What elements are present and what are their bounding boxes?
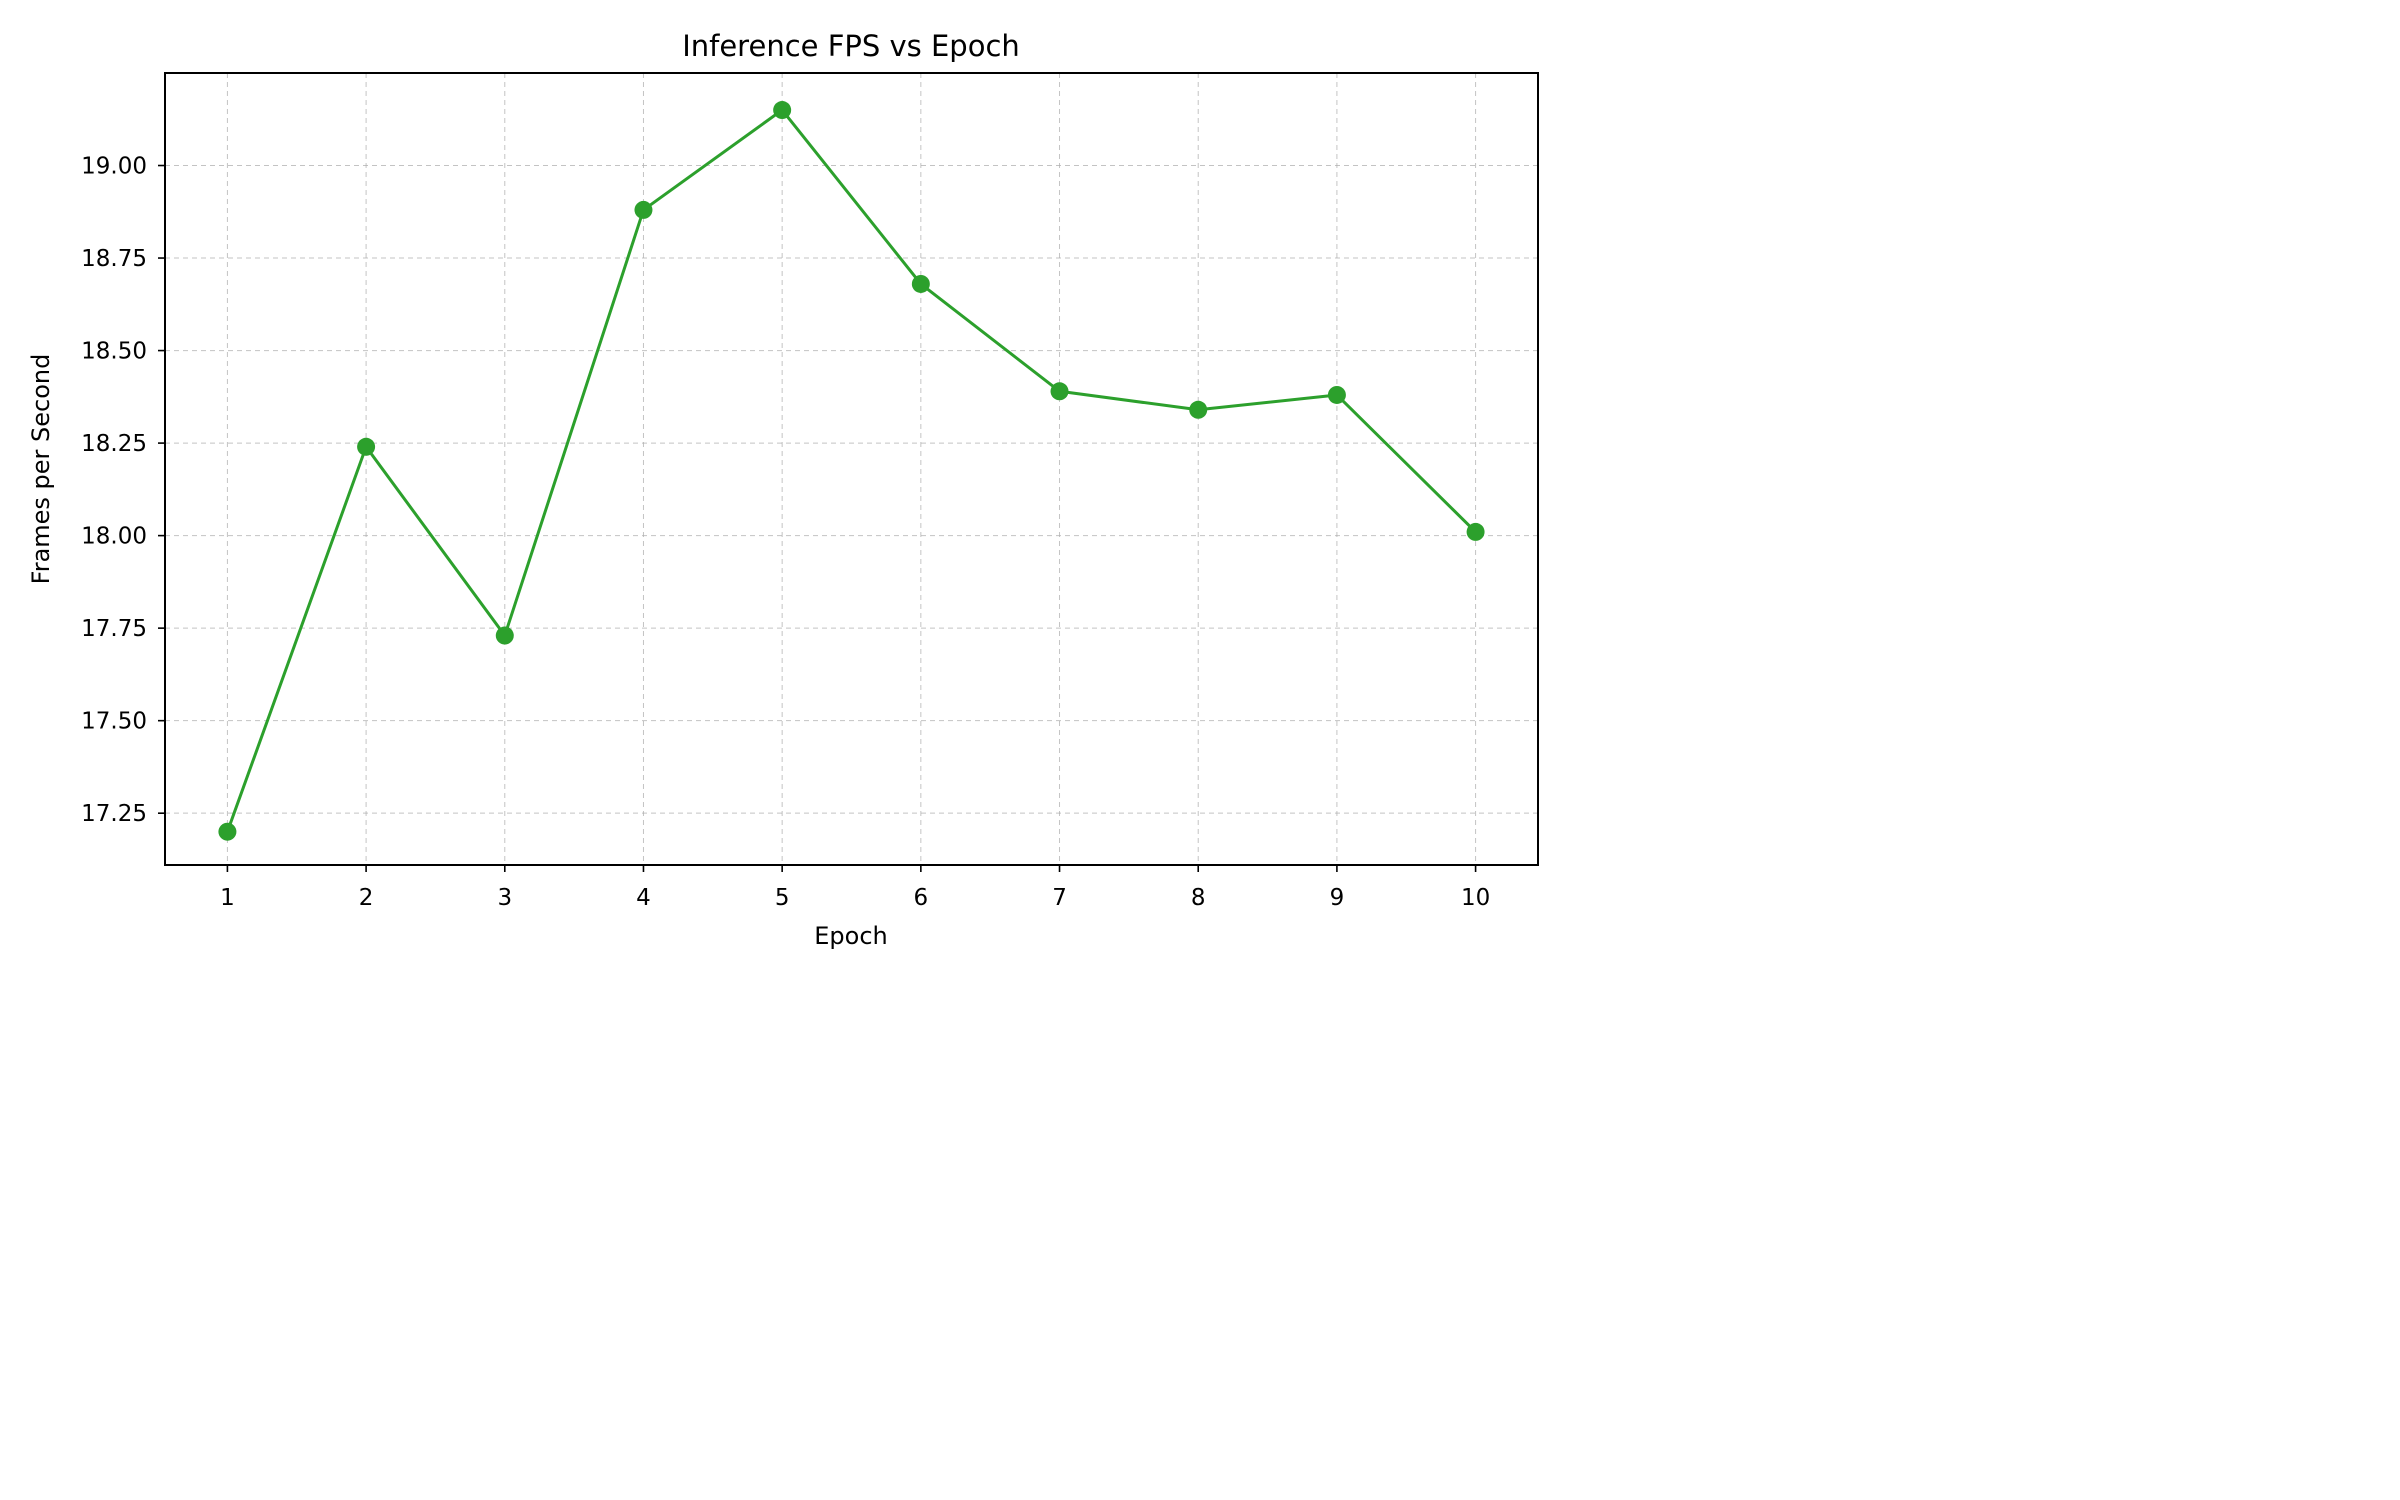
y-tick-label: 18.25 (81, 431, 147, 457)
data-point (495, 626, 514, 645)
y-tick-label: 18.00 (81, 524, 147, 550)
y-tick-label: 18.50 (81, 339, 147, 365)
x-tick-label: 5 (775, 885, 790, 911)
series-layer (218, 101, 1485, 841)
y-tick-label: 18.75 (81, 246, 147, 272)
line-chart: Inference FPS vs Epoch 1 2 3 4 5 6 7 8 9 10 17.25… (27, 29, 1539, 950)
x-tick-label: 10 (1461, 885, 1490, 911)
x-tick-label: 3 (497, 885, 512, 911)
data-point (1466, 522, 1485, 541)
x-tick-label: 1 (220, 885, 235, 911)
y-tick-label: 17.75 (81, 616, 147, 642)
series-line (225, 108, 1477, 833)
data-point (634, 200, 653, 219)
x-tick-label: 6 (914, 885, 929, 911)
x-tick-label: 4 (636, 885, 651, 911)
x-tick-label: 9 (1330, 885, 1345, 911)
y-tick-label: 17.25 (81, 801, 147, 827)
data-point (1189, 400, 1208, 419)
data-point (1050, 382, 1069, 401)
grid (165, 73, 1538, 865)
chart-container: Inference FPS vs Epoch 1 2 3 4 5 6 7 8 9 10 17.25… (0, 0, 1560, 975)
data-point (1327, 385, 1346, 404)
data-point (357, 437, 376, 456)
y-axis-label: Frames per Second (27, 354, 55, 585)
plot-frame (164, 72, 1539, 866)
x-axis: 1 2 3 4 5 6 7 8 9 10 (220, 865, 1490, 911)
x-tick-label: 2 (359, 885, 374, 911)
y-tick-label: 19.00 (81, 154, 147, 180)
data-point (218, 822, 237, 841)
chart-title: Inference FPS vs Epoch (682, 29, 1020, 63)
x-tick-label: 8 (1191, 885, 1206, 911)
data-point (911, 274, 930, 293)
data-point (773, 101, 792, 120)
y-axis: 17.25 17.50 17.75 18.00 18.25 18.50 18.75 19.00 (81, 154, 165, 827)
x-tick-label: 7 (1052, 885, 1067, 911)
x-axis-label: Epoch (814, 922, 888, 950)
y-tick-label: 17.50 (81, 709, 147, 735)
